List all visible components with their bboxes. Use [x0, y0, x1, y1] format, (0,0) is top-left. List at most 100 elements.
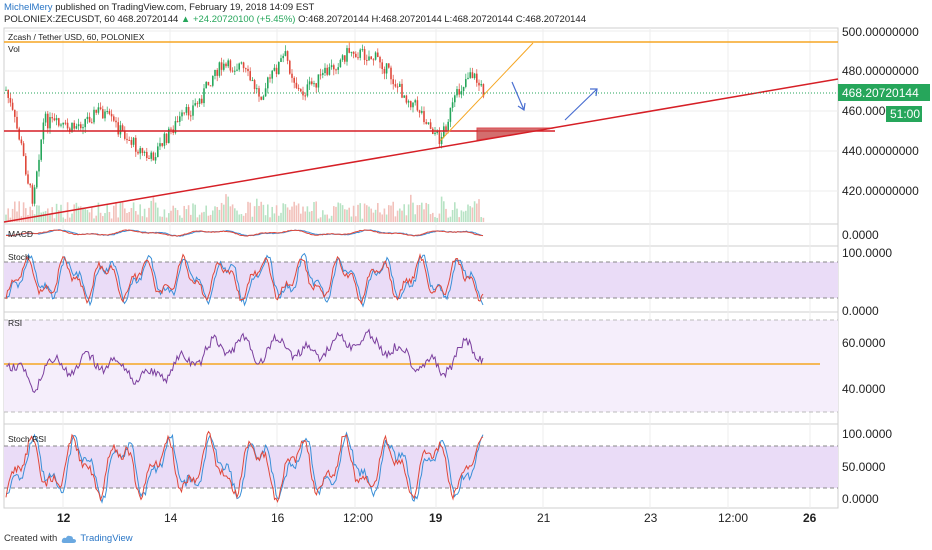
volume-bar [106, 204, 108, 222]
volume-bar [212, 210, 214, 222]
volume-bar [187, 205, 190, 222]
author-link[interactable]: MichelMery [4, 2, 53, 13]
volume-bar [317, 218, 320, 222]
candle-body [460, 91, 463, 95]
candle-body [93, 109, 95, 123]
candle-body [313, 83, 315, 85]
candle-body [73, 122, 75, 129]
volume-bar [403, 204, 405, 222]
volume-bar [357, 204, 359, 222]
volume-bar [275, 205, 278, 222]
candle-body [377, 52, 379, 58]
volume-bar [258, 205, 260, 222]
candle-body [212, 75, 214, 86]
candle-body [44, 113, 47, 123]
stochrsi-d-line [5, 430, 484, 504]
volume-bar [14, 201, 16, 222]
volume-bar [304, 211, 306, 222]
volume-bar [91, 206, 93, 222]
volume-bar [480, 217, 482, 222]
candle-body [416, 100, 419, 111]
volume-bar [117, 217, 119, 222]
candle-body [95, 109, 97, 113]
volume-bar [341, 205, 344, 222]
volume-bar [449, 216, 452, 222]
candle-body [267, 77, 269, 89]
arrow-up-icon[interactable] [564, 88, 598, 121]
volume-bar [141, 216, 144, 222]
candle-body [449, 107, 452, 122]
candle-body [322, 73, 324, 75]
rsi-series [5, 328, 484, 393]
volume-bar [432, 212, 434, 222]
candle-body [229, 60, 232, 71]
countdown-badge: 51:00 [890, 107, 920, 121]
stoch-band [4, 262, 838, 298]
candle-body [49, 117, 51, 129]
candle-body [234, 70, 236, 72]
stochrsi-tick-50: 50.0000 [842, 460, 886, 474]
candle-body [405, 95, 408, 103]
candle-body [324, 67, 326, 74]
tradingview-link[interactable]: TradingView [61, 533, 133, 544]
candle-body [253, 80, 256, 90]
candle-body [110, 113, 113, 117]
rsi-line [5, 328, 484, 393]
volume-bar [388, 205, 390, 222]
volume-bar [36, 205, 38, 222]
volume-bar [209, 214, 212, 222]
candle-body [308, 81, 311, 85]
volume-bar [108, 211, 111, 222]
candle-body [135, 137, 137, 152]
volume-bar [473, 201, 476, 222]
volume-bar [396, 210, 399, 222]
candle-body [64, 122, 67, 124]
candle-body [55, 118, 58, 121]
volume-bar [128, 211, 130, 222]
candle-body [344, 55, 346, 62]
volume-bar [229, 206, 232, 222]
stoch-title: Stoch [8, 252, 30, 262]
candle-body [203, 88, 205, 104]
candle-body [201, 98, 203, 104]
cloud-icon [62, 535, 77, 543]
price-tick-480: 480.00000000 [842, 64, 919, 78]
volume-bar [282, 203, 284, 222]
ascending-trendline[interactable] [3, 78, 839, 223]
candle-body [9, 97, 12, 103]
triangle-zone[interactable] [476, 127, 555, 141]
volume-bar [374, 209, 377, 222]
volume-bar [264, 215, 267, 222]
volume-bar [102, 216, 104, 222]
candle-body [311, 81, 313, 85]
volume-bar [476, 203, 478, 222]
candle-body [223, 63, 225, 70]
volume-bar [196, 217, 199, 222]
volume-bar [363, 203, 366, 222]
candle-body [91, 122, 93, 124]
volume-bar [262, 204, 265, 222]
volume-bar [198, 214, 201, 222]
candle-body [462, 86, 465, 92]
volume-bar [113, 205, 115, 222]
candle-body [245, 68, 247, 70]
candle-body [280, 58, 282, 63]
chart-canvas[interactable]: Zcash / Tether USD, 60, POLONIEX Vol MAC… [0, 0, 932, 530]
candle-body [469, 72, 471, 78]
candle-body [379, 57, 381, 63]
time-label-21: 21 [537, 511, 551, 525]
arrow-down-icon[interactable] [511, 81, 526, 112]
candle-body [403, 95, 405, 98]
volume-bar [64, 218, 67, 222]
volume-bar [337, 202, 339, 222]
volume-bar [330, 215, 333, 222]
volume-bar [407, 204, 410, 222]
candle-body [454, 95, 456, 103]
volume-bar [95, 215, 97, 222]
volume-bar [253, 206, 256, 222]
volume-bar [143, 208, 146, 222]
volume-bar [313, 202, 315, 222]
volume-bar [451, 210, 454, 222]
volume-bar [7, 208, 9, 222]
channel-line[interactable] [439, 42, 534, 142]
